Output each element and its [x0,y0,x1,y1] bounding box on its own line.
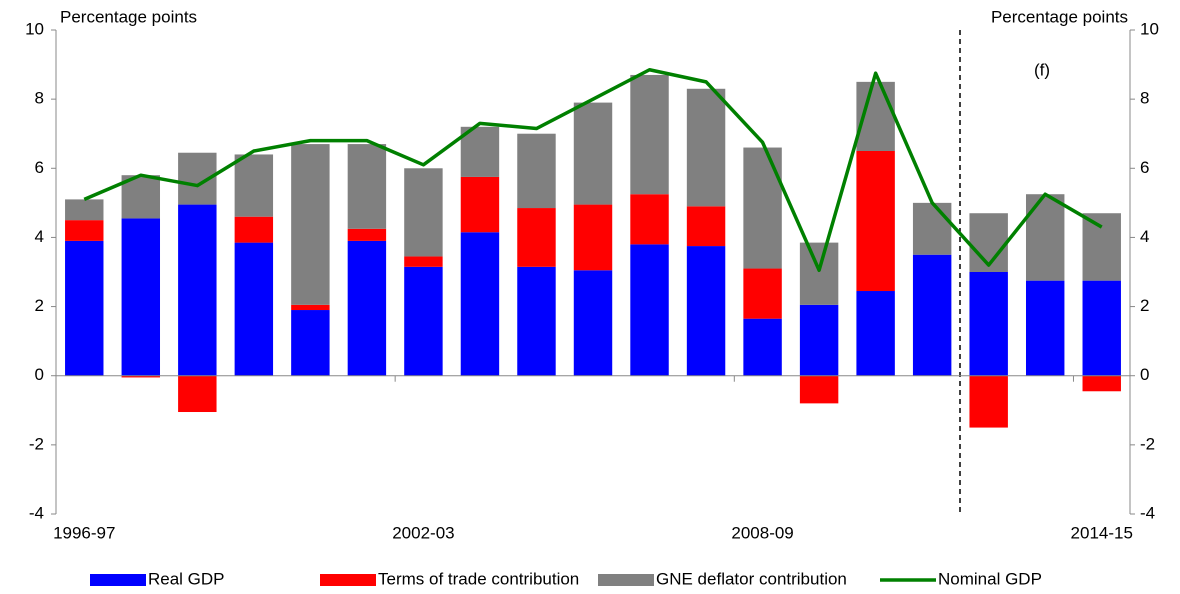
bar-segment [969,272,1008,376]
bar-segment [460,176,500,233]
y2-tick-label: 6 [1140,158,1149,177]
legend-label: GNE deflator contribution [656,569,847,588]
bar-segment [686,246,726,376]
bar-segment [743,268,782,319]
bar-segment [799,242,839,305]
y-tick-label: 10 [25,19,44,38]
y2-axis-label: Percentage points [991,7,1128,26]
annotation: (f) [1034,60,1050,79]
bar-segment [630,244,669,376]
bar-segment [121,375,161,378]
bar-segment [460,232,500,376]
legend-swatch [90,574,146,586]
bar-segment [347,144,387,229]
bar-segment [517,208,556,267]
bar-segment [686,206,726,247]
y-tick-label: -2 [29,434,44,453]
x-tick-label: 2008-09 [731,523,793,542]
bar-segment [912,202,952,255]
bar-segment [178,375,217,413]
y2-tick-label: 4 [1140,227,1149,246]
bar-segment [234,216,274,243]
bar-segment [404,168,443,257]
bar-segment [969,213,1008,272]
bar-segment [1082,213,1121,281]
bar-segment [1082,375,1121,392]
bar-segment [799,375,839,404]
bar-segment [121,218,161,376]
bar-segment [1025,194,1065,281]
bar-segment [404,256,443,267]
bar-segment [630,194,669,245]
y-axis-label: Percentage points [60,7,197,26]
y-tick-label: 8 [35,89,44,108]
y2-tick-label: 8 [1140,89,1149,108]
bar-segment [969,375,1008,428]
y-tick-label: 2 [35,296,44,315]
bar-segment [347,240,387,376]
bar-segment [1025,280,1065,376]
legend-label: Nominal GDP [938,569,1042,588]
legend-swatch [320,574,376,586]
bar-segment [291,310,330,376]
bar-segment [856,291,895,376]
y2-tick-label: 10 [1140,19,1159,38]
bar-segment [743,147,782,269]
bar-segment [234,154,274,217]
bar-segment [65,240,104,376]
bar-segment [347,228,387,241]
bar-segment [178,204,217,376]
bar-segment [460,126,500,177]
y-tick-label: 6 [35,158,44,177]
x-tick-label: 2014-15 [1071,523,1133,542]
legend-label: Terms of trade contribution [378,569,579,588]
line-series [83,68,1103,273]
y2-tick-label: -4 [1140,503,1155,522]
x-tick-label: 1996-97 [53,523,115,542]
bar-segment [630,74,669,195]
bar-segment [799,304,839,376]
y2-tick-label: 2 [1140,296,1149,315]
bar-segment [573,102,613,205]
bar-segment [234,242,274,376]
bar-segment [573,204,613,271]
y-tick-label: 0 [35,365,44,384]
bar-segment [517,133,556,209]
bar-segment [573,270,613,376]
legend-swatch [598,574,654,586]
y2-tick-label: -2 [1140,434,1155,453]
bar-segment [65,199,104,221]
bar-segment [856,151,895,292]
y2-tick-label: 0 [1140,365,1149,384]
legend-label: Real GDP [148,569,225,588]
bar-segment [1082,280,1121,376]
x-tick-label: 2002-03 [392,523,454,542]
bar-segment [291,144,330,305]
y-tick-label: -4 [29,503,44,522]
bar-segment [404,266,443,376]
bar-segment [517,266,556,376]
y-tick-label: 4 [35,227,44,246]
bar-segment [686,88,726,207]
bar-segment [912,254,952,376]
bar-segment [743,318,782,376]
bar-segment [65,220,104,241]
bar-segment [291,304,330,311]
